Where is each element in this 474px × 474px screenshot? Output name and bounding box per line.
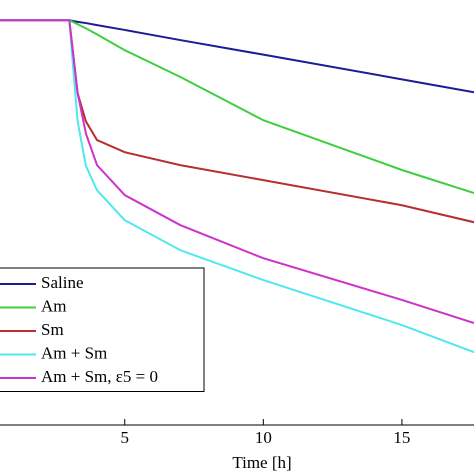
legend-box xyxy=(0,267,205,392)
series-line xyxy=(0,19,474,354)
legend-label: Am + Sm, ε5 = 0 xyxy=(41,367,158,386)
x-tick-label: 10 xyxy=(255,428,272,447)
legend-label: Am + Sm xyxy=(41,343,107,362)
series-line xyxy=(0,19,474,94)
x-tick-label: 15 xyxy=(393,428,410,447)
x-axis-label: Time [h] xyxy=(232,453,291,472)
x-tick-label: 5 xyxy=(120,428,129,447)
legend-label: Am xyxy=(41,296,67,315)
series-line xyxy=(0,19,474,195)
legend-label: Saline xyxy=(41,273,84,292)
series-line xyxy=(0,19,474,324)
legend-label: Sm xyxy=(41,320,64,339)
